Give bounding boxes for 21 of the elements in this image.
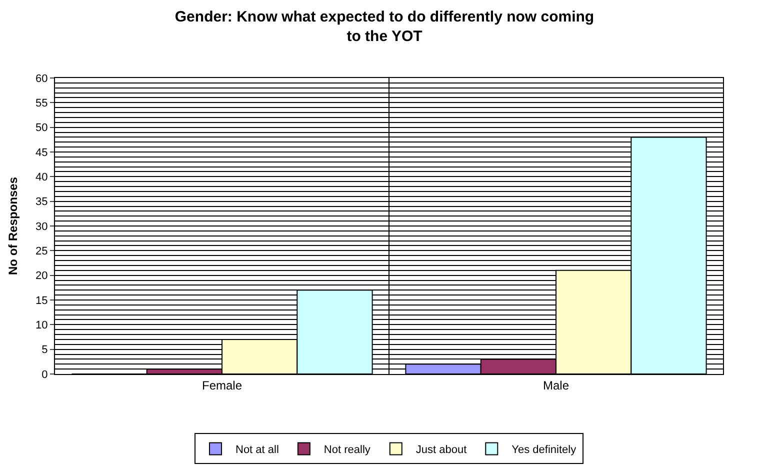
y-tick-label: 55 [36, 98, 48, 110]
y-tick-label: 60 [36, 72, 48, 85]
y-tick-label: 10 [36, 320, 48, 332]
y-tick-label: 5 [42, 344, 48, 356]
x-tick-label: Female [202, 378, 242, 392]
y-tick-label: 15 [36, 294, 48, 307]
y-tick-label: 45 [36, 146, 48, 159]
y-tick-label: 40 [36, 172, 48, 184]
y-axis-title: No of Responses [6, 176, 20, 276]
y-tick-label: 50 [36, 122, 48, 134]
chart-title: Gender: Know what expected to do differently now coming to the YOT [174, 8, 594, 45]
y-tick-label: 20 [36, 270, 48, 282]
x-tick-label: Male [542, 378, 570, 392]
y-tick-label: 35 [36, 196, 48, 208]
legend-label: Not at all [236, 444, 279, 456]
legend-label: Not really [324, 444, 371, 456]
legend-label: Yes definitely [512, 444, 577, 456]
y-tick-label: 0 [42, 368, 48, 381]
y-tick-label: 30 [36, 220, 48, 233]
y-tick-label: 25 [36, 246, 48, 258]
legend-label: Just about [416, 444, 467, 456]
